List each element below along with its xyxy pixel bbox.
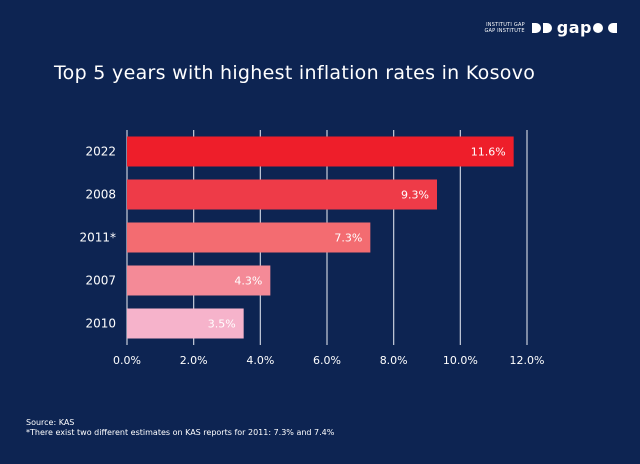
x-tick-label-6: 12.0% — [510, 354, 545, 367]
gap-institute-logo: INSTITUTI GAP GAP INSTITUTE gap — [484, 18, 618, 37]
footnote: *There exist two different estimates on … — [26, 428, 335, 437]
logo-dots-icon — [531, 22, 552, 33]
category-label-3: 2007 — [85, 274, 116, 288]
bar-value-label-3: 4.3% — [234, 275, 262, 288]
chart-footer: Source: KAS *There exist two different e… — [26, 418, 334, 438]
bar-value-label-2: 7.3% — [334, 232, 362, 245]
bar-4 — [127, 308, 244, 339]
x-tick-label-0: 0.0% — [113, 354, 141, 367]
logo-caption-line2: GAP INSTITUTE — [484, 27, 525, 34]
logo-word: gap — [556, 18, 592, 37]
bar-3 — [127, 265, 271, 296]
bar-value-label-1: 9.3% — [401, 189, 429, 202]
bar-1 — [127, 179, 437, 210]
category-label-4: 2010 — [85, 317, 116, 331]
logo-caption-line1: INSTITUTI GAP — [486, 21, 525, 28]
x-tick-label-2: 4.0% — [246, 354, 274, 367]
x-tick-label-1: 2.0% — [180, 354, 208, 367]
logo-caption: INSTITUTI GAP GAP INSTITUTE — [484, 22, 524, 34]
category-label-2: 2011* — [79, 231, 116, 245]
bar-value-label-0: 11.6% — [471, 146, 506, 159]
source-note: Source: KAS — [26, 418, 75, 427]
x-tick-label-3: 6.0% — [313, 354, 341, 367]
bar-value-label-4: 3.5% — [208, 318, 236, 331]
bar-0 — [127, 136, 514, 167]
category-label-1: 2008 — [85, 188, 116, 202]
bar-2 — [127, 222, 371, 253]
chart-title: Top 5 years with highest inflation rates… — [54, 62, 536, 84]
category-label-0: 2022 — [85, 145, 116, 159]
logo-mark: gap — [531, 18, 618, 37]
x-tick-label-4: 8.0% — [380, 354, 408, 367]
logo-end-dots-icon — [593, 22, 617, 33]
x-tick-label-5: 10.0% — [443, 354, 478, 367]
